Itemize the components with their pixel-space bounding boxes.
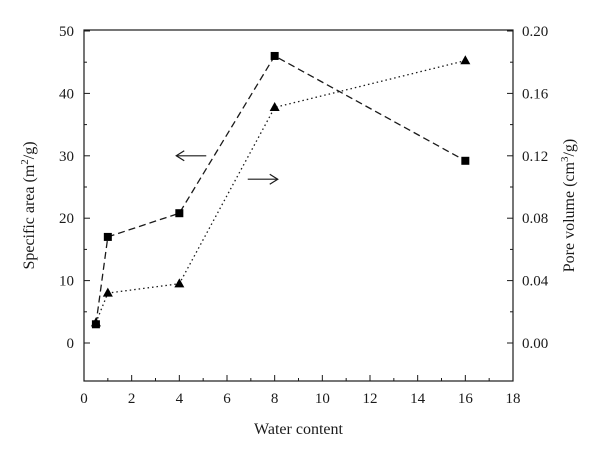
x-tick-label: 0 <box>80 391 88 407</box>
y-right-label-end: /g) <box>561 139 578 157</box>
series-line-pore-volume <box>95 60 466 323</box>
x-tick-label: 16 <box>458 391 474 407</box>
arrow-head <box>175 150 185 162</box>
x-tick-label: 12 <box>363 391 378 407</box>
x-tick-label: 10 <box>315 391 330 407</box>
triangle-marker <box>90 317 101 327</box>
triangle-marker <box>102 287 113 297</box>
y-left-label-sup: 2 <box>19 159 31 165</box>
series-line-specific-area <box>95 55 466 325</box>
arrow-to-left-axis <box>175 150 207 162</box>
square-marker <box>103 232 112 241</box>
y-axis-left-label: Specific area (m2/g) <box>19 141 38 269</box>
y-left-tick-label: 10 <box>59 274 74 290</box>
y-right-tick-label: 0.00 <box>522 336 548 352</box>
y-right-label-sup: 3 <box>559 156 571 162</box>
annotations <box>175 150 279 185</box>
x-axis-label: Water content <box>254 421 343 438</box>
x-tick-label: 6 <box>223 391 231 407</box>
y-left-tick-label: 40 <box>59 86 74 102</box>
square-marker <box>175 209 184 218</box>
y-left-label-end: /g) <box>21 141 38 159</box>
y-left-tick-label: 20 <box>59 211 74 227</box>
y-right-label-main: Pore volume (cm <box>561 161 578 272</box>
x-tick-label: 18 <box>506 391 521 407</box>
triangle-marker <box>460 55 471 65</box>
y-right-tick-label: 0.08 <box>522 211 548 227</box>
x-tick-label: 4 <box>176 391 184 407</box>
y-axis-right-label: Pore volume (cm3/g) <box>559 139 578 272</box>
y-left-tick-label: 0 <box>67 336 75 352</box>
y-right-tick-label: 0.16 <box>522 86 549 102</box>
y-right-tick-label: 0.20 <box>522 24 548 40</box>
series-layer <box>90 51 471 329</box>
y-left-tick-label: 50 <box>59 24 74 40</box>
x-tick-label: 2 <box>128 391 136 407</box>
arrow-head <box>269 173 279 185</box>
y-left-label-main: Specific area (m <box>21 164 38 269</box>
x-tick-label: 8 <box>271 391 279 407</box>
arrow-to-right-axis <box>247 173 279 185</box>
triangle-marker <box>174 278 185 288</box>
square-marker <box>461 156 470 165</box>
x-tick-label: 14 <box>410 391 426 407</box>
y-right-tick-label: 0.04 <box>522 274 549 290</box>
y-right-tick-label: 0.12 <box>522 149 548 165</box>
axes: 0 2 4 6 8 10 12 14 16 18 0 10 20 30 40 50 0.00 0.04 0.08 0.… <box>59 24 549 407</box>
y-left-tick-label: 30 <box>59 149 74 165</box>
triangle-marker <box>269 102 280 112</box>
plot-frame <box>83 29 514 382</box>
square-marker <box>270 51 279 60</box>
